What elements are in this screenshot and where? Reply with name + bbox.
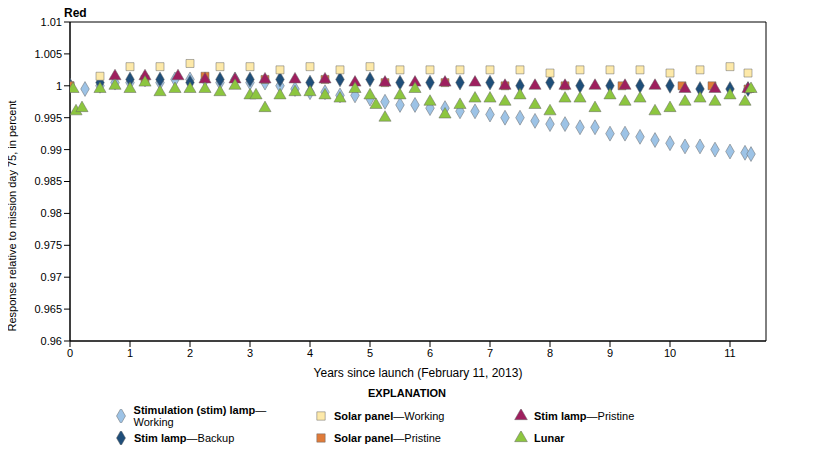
html-text:Solar panel —Pristine: Solar panel —Pristine — [334, 432, 441, 444]
html-text:Lunar: Lunar — [534, 432, 565, 444]
svg-text:3: 3 — [247, 347, 253, 359]
svg-text:9: 9 — [607, 347, 613, 359]
svg-text:11: 11 — [724, 347, 735, 359]
html-text:EXPLANATION: EXPLANATION — [368, 387, 446, 399]
svg-text:0.97: 0.97 — [41, 271, 62, 283]
html-text:Stim lamp —Backup: Stim lamp —Backup — [134, 432, 235, 444]
svg-text:5: 5 — [367, 347, 373, 359]
svg-text:10: 10 — [664, 347, 676, 359]
svg-text:4: 4 — [307, 347, 313, 359]
svg-text:0.96: 0.96 — [41, 335, 62, 347]
svg-text:Years since launch (February 1: Years since launch (February 11, 2013) — [314, 366, 523, 380]
svg-text:2: 2 — [187, 347, 193, 359]
svg-text:6: 6 — [427, 347, 433, 359]
svg-text:1: 1 — [127, 347, 133, 359]
svg-text:Response relative to mission d: Response relative to mission day 75, in … — [8, 100, 18, 331]
svg-text:0.99: 0.99 — [41, 144, 62, 156]
svg-text:1.005: 1.005 — [34, 48, 62, 60]
svg-text:0.98: 0.98 — [41, 207, 62, 219]
svg-text:0.985: 0.985 — [34, 175, 62, 187]
html-text:Solar panel —Working: Solar panel —Working — [334, 410, 445, 422]
svg-text:0.975: 0.975 — [34, 239, 62, 251]
svg-text:1.01: 1.01 — [41, 16, 62, 28]
svg-text:0: 0 — [67, 347, 73, 359]
svg-text:0.995: 0.995 — [34, 112, 62, 124]
html-text:Stim lamp —Pristine: Stim lamp —Pristine — [534, 410, 635, 422]
html-text:Red: Red — [64, 6, 87, 20]
svg-text:7: 7 — [487, 347, 493, 359]
svg-text:0.965: 0.965 — [34, 303, 62, 315]
html-text:Stimulation (stim) lamp —Worki: Stimulation (stim) lamp —Working — [133, 404, 267, 428]
svg-text:1: 1 — [56, 80, 62, 92]
svg-text:8: 8 — [547, 347, 553, 359]
